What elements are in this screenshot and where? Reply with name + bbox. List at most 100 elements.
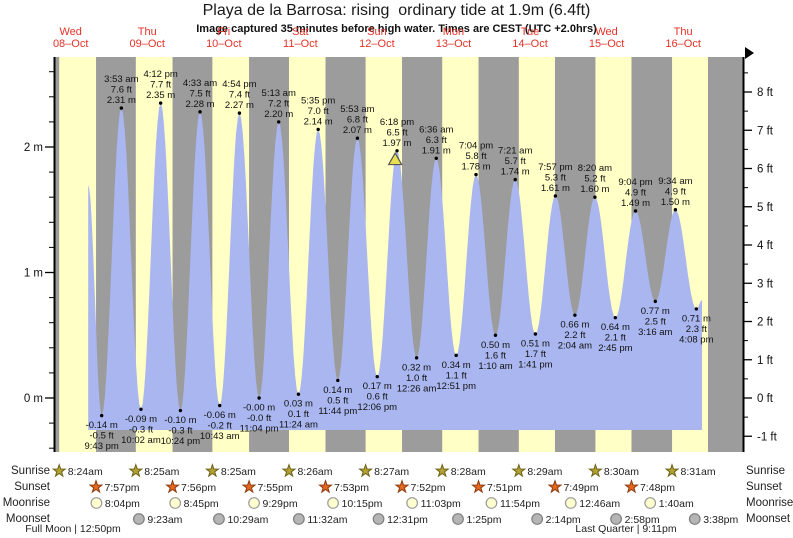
tide-extreme-dot xyxy=(355,136,360,140)
tide-extreme-dot xyxy=(395,149,399,153)
moonset-time: 11:32am xyxy=(307,514,347,526)
tide-extreme-dot xyxy=(198,110,202,114)
low-tide-label: 10:24 pm xyxy=(161,436,201,447)
high-tide-label: 2.14 m xyxy=(304,116,333,127)
tide-extreme-dot xyxy=(613,315,618,320)
sunrise-icon xyxy=(358,463,374,478)
low-tide-label: 2:45 pm xyxy=(598,343,632,354)
high-tide-label: 1.91 m xyxy=(422,145,451,156)
tide-extreme-dot xyxy=(336,378,340,383)
tide-extreme-dot xyxy=(553,194,558,198)
low-tide-label: -0.00 m xyxy=(243,403,275,414)
low-tide-label: 1:10 am xyxy=(478,361,512,372)
moonset-time: 1:25pm xyxy=(466,514,501,526)
high-tide-label: 6.5 ft xyxy=(386,127,407,138)
high-tide-label: 5.8 ft xyxy=(465,151,486,162)
sunset-time: 7:49pm xyxy=(563,482,598,494)
moonset-row-label-left: Moonset xyxy=(5,513,50,525)
low-tide-label: 2:04 am xyxy=(558,341,592,352)
high-tide-label: 5:53 am xyxy=(340,104,374,115)
tide-extreme-dot xyxy=(257,396,261,400)
right-axis-label: 2 ft xyxy=(757,317,774,329)
sunrise-icon xyxy=(434,463,450,478)
tide-extreme-dot xyxy=(593,195,597,199)
high-tide-label: 7.2 ft xyxy=(268,98,289,109)
moonrise-row-label-left: Moonrise xyxy=(2,497,50,509)
tide-extreme-dot xyxy=(434,156,438,160)
high-tide-label: 9:04 pm xyxy=(618,177,652,188)
high-tide-label: 4:33 am xyxy=(183,78,217,89)
moonrise-time: 8:04pm xyxy=(105,498,140,510)
right-axis-label: 4 ft xyxy=(757,240,774,252)
low-tide-label: 12:51 pm xyxy=(436,381,476,392)
low-tide-label: 0.64 m xyxy=(601,322,630,333)
day-labels: Wed08–OctThu09–OctFri10–OctSat11–OctSun1… xyxy=(53,26,701,50)
high-tide-label: 7:57 pm xyxy=(538,162,572,173)
chart-subtitle: Image captured 35 minutes before high wa… xyxy=(196,23,597,35)
low-tide-label: -0.0 ft xyxy=(247,413,272,424)
moonrise-time: 8:45pm xyxy=(184,498,219,510)
moonrise-time: 11:54pm xyxy=(500,498,540,510)
high-tide-label: 6:36 am xyxy=(419,124,453,135)
right-axis-label: 8 ft xyxy=(757,87,774,99)
moonrise-time: 11:03pm xyxy=(421,498,461,510)
right-axis-label: 1 ft xyxy=(757,355,774,367)
low-tide-label: 10:43 am xyxy=(200,431,240,442)
sunrise-icon xyxy=(128,463,144,478)
low-tide-label: 0.34 m xyxy=(442,360,471,371)
sunset-icon xyxy=(241,479,257,494)
high-tide-label: 1.61 m xyxy=(541,183,570,194)
sunset-icon xyxy=(471,479,486,494)
right-axis-label: 6 ft xyxy=(757,164,774,176)
tide-extreme-dot xyxy=(513,177,517,182)
low-tide-label: 12:06 pm xyxy=(357,402,397,413)
low-tide-label: -0.06 m xyxy=(204,410,236,421)
low-tide-label: 12:26 am xyxy=(397,383,437,394)
high-tide-label: 1.97 m xyxy=(382,138,411,149)
tide-extreme-labels: -0.14 m-0.5 ft9:43 pm 3:53 am7.6 ft2.31 m… xyxy=(85,69,714,452)
low-tide-label: 1.6 ft xyxy=(485,350,506,361)
high-tide-label: 7.6 ft xyxy=(111,85,132,96)
sunrise-icon xyxy=(587,463,603,478)
moonset-time: 3:38pm xyxy=(703,514,738,526)
high-tide-label: 4.9 ft xyxy=(665,186,686,197)
sunrise-icon xyxy=(281,463,297,478)
high-tide-label: 8:20 am xyxy=(578,163,612,174)
right-axis-label: -1 ft xyxy=(757,431,778,443)
tide-extreme-dot xyxy=(218,403,222,408)
sunset-row: 7:57pm 7:56pm 7:55pm 7:53pm 7:52pm 7:51pm 7:49… xyxy=(88,479,675,494)
low-tide-label: 0.03 m xyxy=(284,399,313,410)
tide-extreme-dot xyxy=(414,356,419,360)
sunset-icon xyxy=(547,479,563,494)
moonset-row: 9:23am 10:29am 11:32am 12:31pm 1:25pm 2:14pm 2… xyxy=(132,513,739,526)
low-tide-label: 0.50 m xyxy=(481,340,510,351)
high-tide-label: 2.27 m xyxy=(225,100,254,111)
high-tide-label: 7.5 ft xyxy=(189,88,210,99)
day-weekday-label: Tue xyxy=(521,26,540,38)
moonrise-icon xyxy=(485,497,498,509)
high-tide-label: 7.0 ft xyxy=(308,106,329,117)
moonset-time: 10:29am xyxy=(227,514,268,526)
sunrise-row: 8:24am 8:25am 8:25am 8:26am 8:27am 8:28am 8:29… xyxy=(51,463,716,478)
high-tide-label: 5:35 pm xyxy=(301,95,335,106)
tide-extreme-dot xyxy=(237,111,242,115)
low-tide-label: 3:16 am xyxy=(638,327,672,338)
left-axis-label: 1 m xyxy=(24,268,43,280)
moonrise-icon xyxy=(644,497,657,509)
tide-extreme-dot xyxy=(694,307,699,311)
low-tide-label: 0.66 m xyxy=(560,320,589,331)
tide-extreme-dot xyxy=(633,209,638,213)
sunrise-time: 8:27am xyxy=(374,466,409,478)
sunset-icon xyxy=(165,479,180,494)
low-tide-label: 2.2 ft xyxy=(564,330,585,341)
high-tide-label: 7:04 pm xyxy=(459,141,493,152)
moonset-icon xyxy=(132,513,145,525)
moonrise-time: 1:40am xyxy=(659,498,694,510)
low-tide-label: 9:43 pm xyxy=(85,441,119,452)
current-tide-marker-icon xyxy=(387,151,403,166)
tide-extreme-dot xyxy=(139,407,143,411)
moonset-time: 2:14pm xyxy=(546,514,581,526)
moonset-icon xyxy=(372,513,385,525)
tide-extreme-dot xyxy=(99,413,104,418)
low-tide-label: 1.1 ft xyxy=(446,370,467,381)
